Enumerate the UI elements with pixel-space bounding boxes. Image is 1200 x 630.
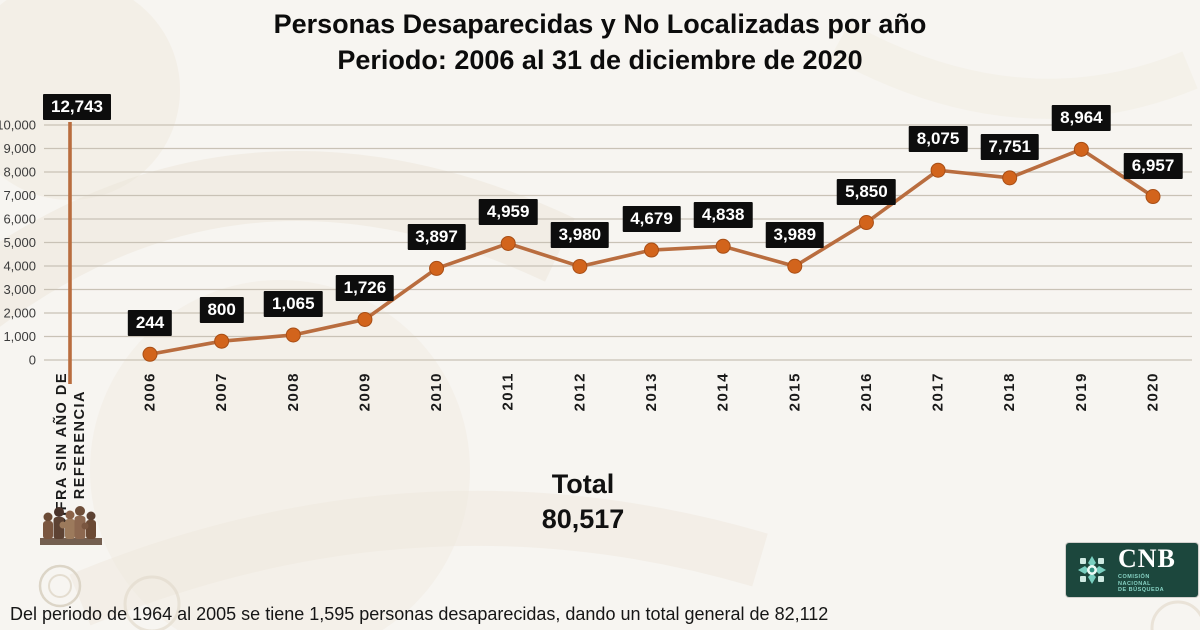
special-category-label: REFERENCIA: [72, 390, 88, 499]
x-tick-label: 2018: [1001, 372, 1018, 411]
y-tick-label: 6,000: [3, 212, 36, 227]
data-point-marker: [142, 346, 158, 362]
special-category-label: CIFRA SIN AÑO DE: [52, 372, 70, 528]
y-tick-label: 3,000: [3, 282, 36, 297]
y-tick-label: 1,000: [3, 329, 36, 344]
data-point-marker: [930, 162, 946, 178]
data-point-marker: [357, 311, 373, 327]
x-tick-label: 2006: [142, 372, 159, 411]
x-tick-label: 2015: [786, 372, 803, 411]
data-point-marker: [1073, 141, 1089, 157]
total-label: Total: [551, 469, 615, 499]
y-tick-label: 9,000: [3, 141, 36, 156]
total-block: Total 80,517: [433, 468, 733, 536]
data-point-marker: [429, 260, 445, 276]
data-point-marker: [214, 333, 230, 349]
data-point-marker: [858, 215, 874, 231]
x-tick-label: 2007: [213, 372, 230, 411]
data-point-marker: [715, 238, 731, 254]
x-tick-label: 2020: [1145, 372, 1162, 411]
cnb-acronym: CNB: [1118, 544, 1176, 574]
data-point-marker: [1002, 170, 1018, 186]
cnb-subtitle: COMISIÓN NACIONAL DE BÚSQUEDA: [1118, 574, 1165, 594]
y-tick-label: 10,000: [0, 118, 36, 133]
x-tick-label: 2008: [285, 372, 302, 411]
y-tick-label: 8,000: [3, 165, 36, 180]
chart-title-block: Personas Desaparecidas y No Localizadas …: [0, 6, 1200, 78]
data-point-marker: [787, 258, 803, 274]
data-point-marker: [500, 235, 516, 251]
x-tick-label: 2016: [858, 372, 875, 411]
y-tick-label: 5,000: [3, 235, 36, 250]
chart-title: Personas Desaparecidas y No Localizadas …: [273, 9, 927, 39]
data-point-marker: [285, 327, 301, 343]
x-tick-label: 2014: [715, 372, 732, 411]
y-tick-label: 4,000: [3, 259, 36, 274]
x-tick-label: 2010: [428, 372, 445, 411]
data-point-marker: [572, 258, 588, 274]
x-tick-label: 2009: [356, 372, 373, 411]
y-tick-label: 7,000: [3, 188, 36, 203]
y-tick-label: 0: [29, 353, 36, 368]
total-value: 80,517: [541, 504, 625, 534]
cnb-emblem-icon: [1078, 556, 1106, 584]
data-point-marker: [1145, 189, 1161, 205]
x-tick-label: 2019: [1073, 372, 1090, 411]
chart-subtitle: Periodo: 2006 al 31 de diciembre de 2020: [337, 45, 863, 75]
data-point-marker: [644, 242, 659, 258]
x-tick-label: 2011: [500, 372, 517, 411]
y-tick-label: 2,000: [3, 306, 36, 321]
x-tick-label: 2013: [643, 372, 660, 411]
x-tick-label: 2012: [571, 372, 588, 411]
x-tick-label: 2017: [930, 372, 947, 411]
cnb-logo: CNB COMISIÓN NACIONAL DE BÚSQUEDA: [1066, 543, 1198, 597]
footnote: Del periodo de 1964 al 2005 se tiene 1,5…: [10, 604, 829, 624]
